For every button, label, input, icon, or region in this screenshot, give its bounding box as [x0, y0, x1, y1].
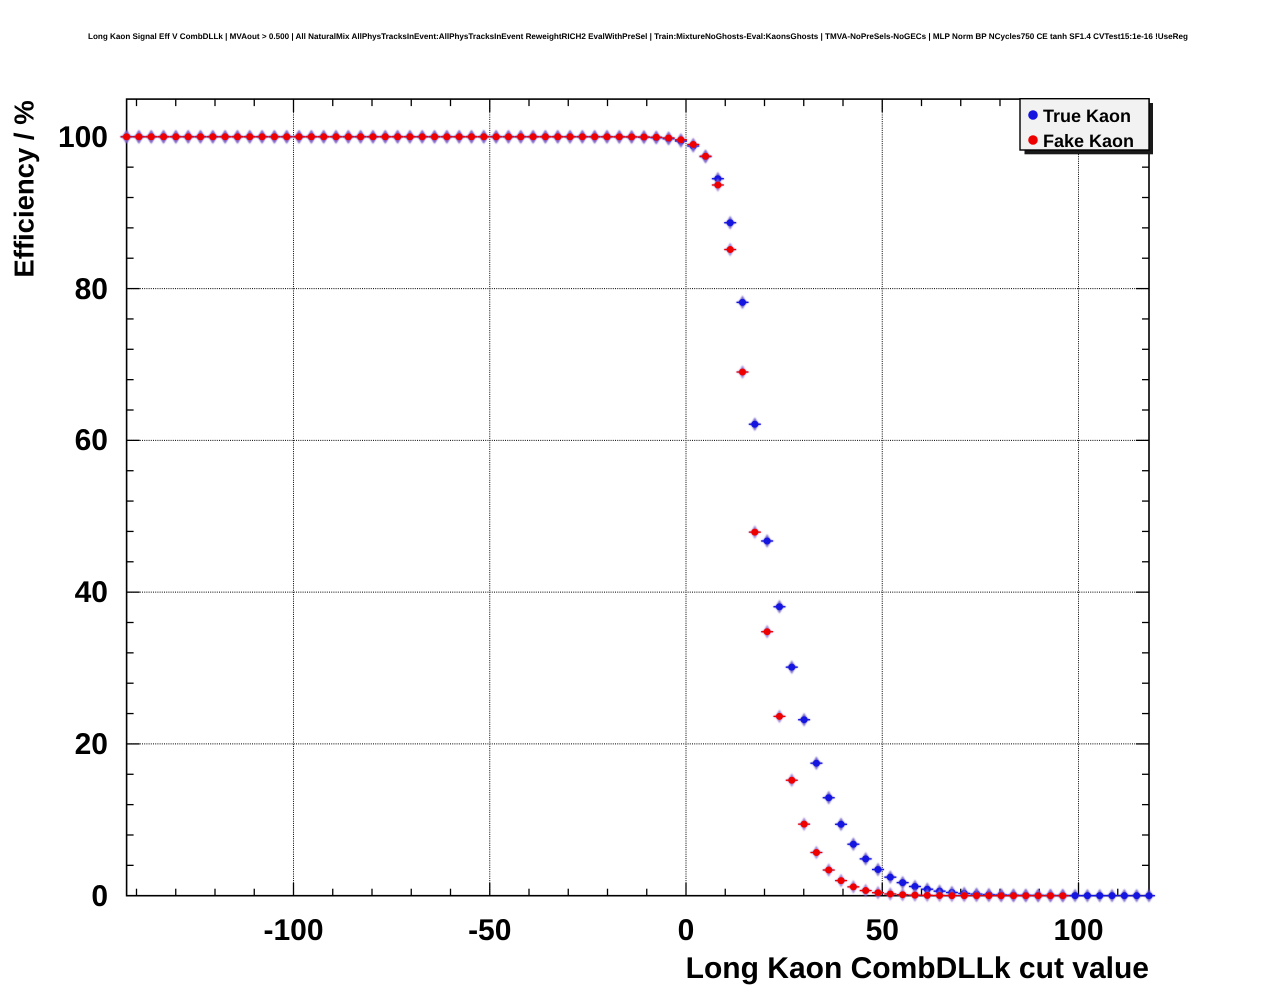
svg-text:80: 80	[75, 273, 108, 306]
svg-text:100: 100	[58, 121, 108, 154]
svg-text:Long Kaon Signal Eff V CombDLL: Long Kaon Signal Eff V CombDLLk | MVAout…	[88, 32, 1188, 41]
svg-text:Fake Kaon: Fake Kaon	[1043, 131, 1134, 151]
svg-text:0: 0	[678, 914, 695, 947]
svg-text:60: 60	[75, 424, 108, 457]
svg-text:50: 50	[866, 914, 899, 947]
svg-text:40: 40	[75, 576, 108, 609]
svg-text:100: 100	[1053, 914, 1103, 947]
svg-text:True Kaon: True Kaon	[1043, 106, 1131, 126]
svg-text:-100: -100	[263, 914, 323, 947]
svg-text:Efficiency / %: Efficiency / %	[8, 100, 39, 277]
svg-text:Long Kaon CombDLLk cut value: Long Kaon CombDLLk cut value	[686, 952, 1149, 985]
svg-text:-50: -50	[468, 914, 511, 947]
svg-text:0: 0	[91, 880, 108, 913]
svg-text:20: 20	[75, 728, 108, 761]
